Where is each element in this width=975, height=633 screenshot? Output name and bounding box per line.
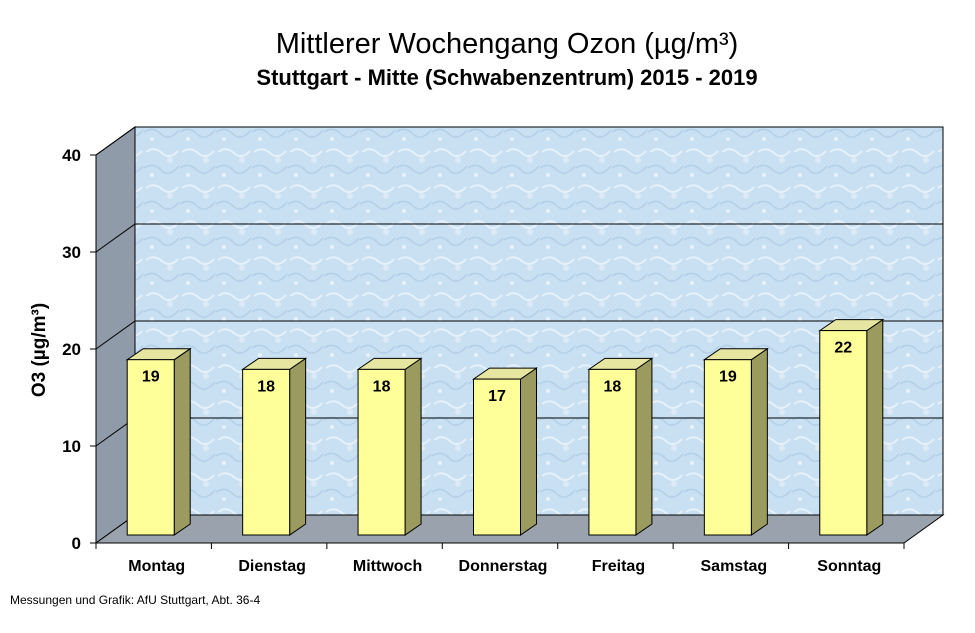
gridline bbox=[95, 223, 943, 253]
bar-front bbox=[357, 368, 406, 536]
category-label: Donnerstag bbox=[459, 558, 548, 575]
data-label: 17 bbox=[488, 388, 506, 405]
y-tick-label: 40 bbox=[62, 146, 81, 165]
bar-side bbox=[866, 318, 884, 536]
bars bbox=[125, 318, 885, 536]
y-tick-label: 0 bbox=[72, 534, 81, 553]
bar bbox=[587, 357, 654, 536]
y-tick-label: 30 bbox=[62, 243, 81, 262]
bar-front bbox=[242, 368, 291, 536]
data-label: 18 bbox=[604, 378, 622, 395]
bar-front bbox=[703, 359, 752, 536]
bar-side bbox=[404, 357, 422, 536]
data-label: 22 bbox=[834, 340, 852, 357]
bar-side bbox=[520, 367, 537, 536]
bar bbox=[356, 357, 423, 536]
bar bbox=[471, 367, 539, 536]
bar-front bbox=[588, 368, 637, 536]
bar-side bbox=[173, 347, 191, 536]
category-label: Freitag bbox=[592, 558, 645, 575]
y-axis-label: O3 (µg/m³) bbox=[29, 303, 50, 397]
data-label: 19 bbox=[142, 369, 160, 386]
gridline bbox=[95, 126, 943, 156]
bar-side bbox=[289, 357, 307, 536]
bar-front bbox=[126, 359, 175, 536]
data-label: 18 bbox=[257, 378, 275, 395]
gridline bbox=[95, 320, 943, 350]
chart-title: Mittlerer Wochengang Ozon (µg/m³) bbox=[276, 28, 739, 60]
data-labels: 19 18 18 17 18 19 22 bbox=[142, 340, 852, 406]
bar-front bbox=[473, 378, 521, 536]
bar bbox=[241, 357, 308, 536]
y-tick-label: 20 bbox=[62, 340, 81, 359]
bar bbox=[818, 318, 885, 536]
category-labels: Montag Dienstag Mittwoch Donnerstag Freitag S… bbox=[128, 558, 881, 575]
category-label: Montag bbox=[128, 558, 185, 575]
bar bbox=[125, 347, 192, 536]
footer-credit: Messungen und Grafik: AfU Stuttgart, Abt… bbox=[10, 593, 260, 607]
bar-front bbox=[819, 330, 868, 536]
y-tick-label: 10 bbox=[62, 437, 81, 456]
category-label: Samstag bbox=[701, 558, 768, 575]
data-label: 19 bbox=[719, 369, 737, 386]
category-label: Sonntag bbox=[817, 558, 881, 575]
bar-side bbox=[750, 347, 768, 536]
chart-subtitle: Stuttgart - Mitte (Schwabenzentrum) 2015… bbox=[256, 65, 757, 90]
category-label: Mittwoch bbox=[353, 558, 422, 575]
data-label: 18 bbox=[373, 378, 391, 395]
y-axis-ticks: 0 10 20 30 40 bbox=[62, 146, 905, 553]
bar bbox=[702, 347, 769, 536]
category-label: Dienstag bbox=[238, 558, 306, 575]
bar-side bbox=[635, 357, 653, 536]
